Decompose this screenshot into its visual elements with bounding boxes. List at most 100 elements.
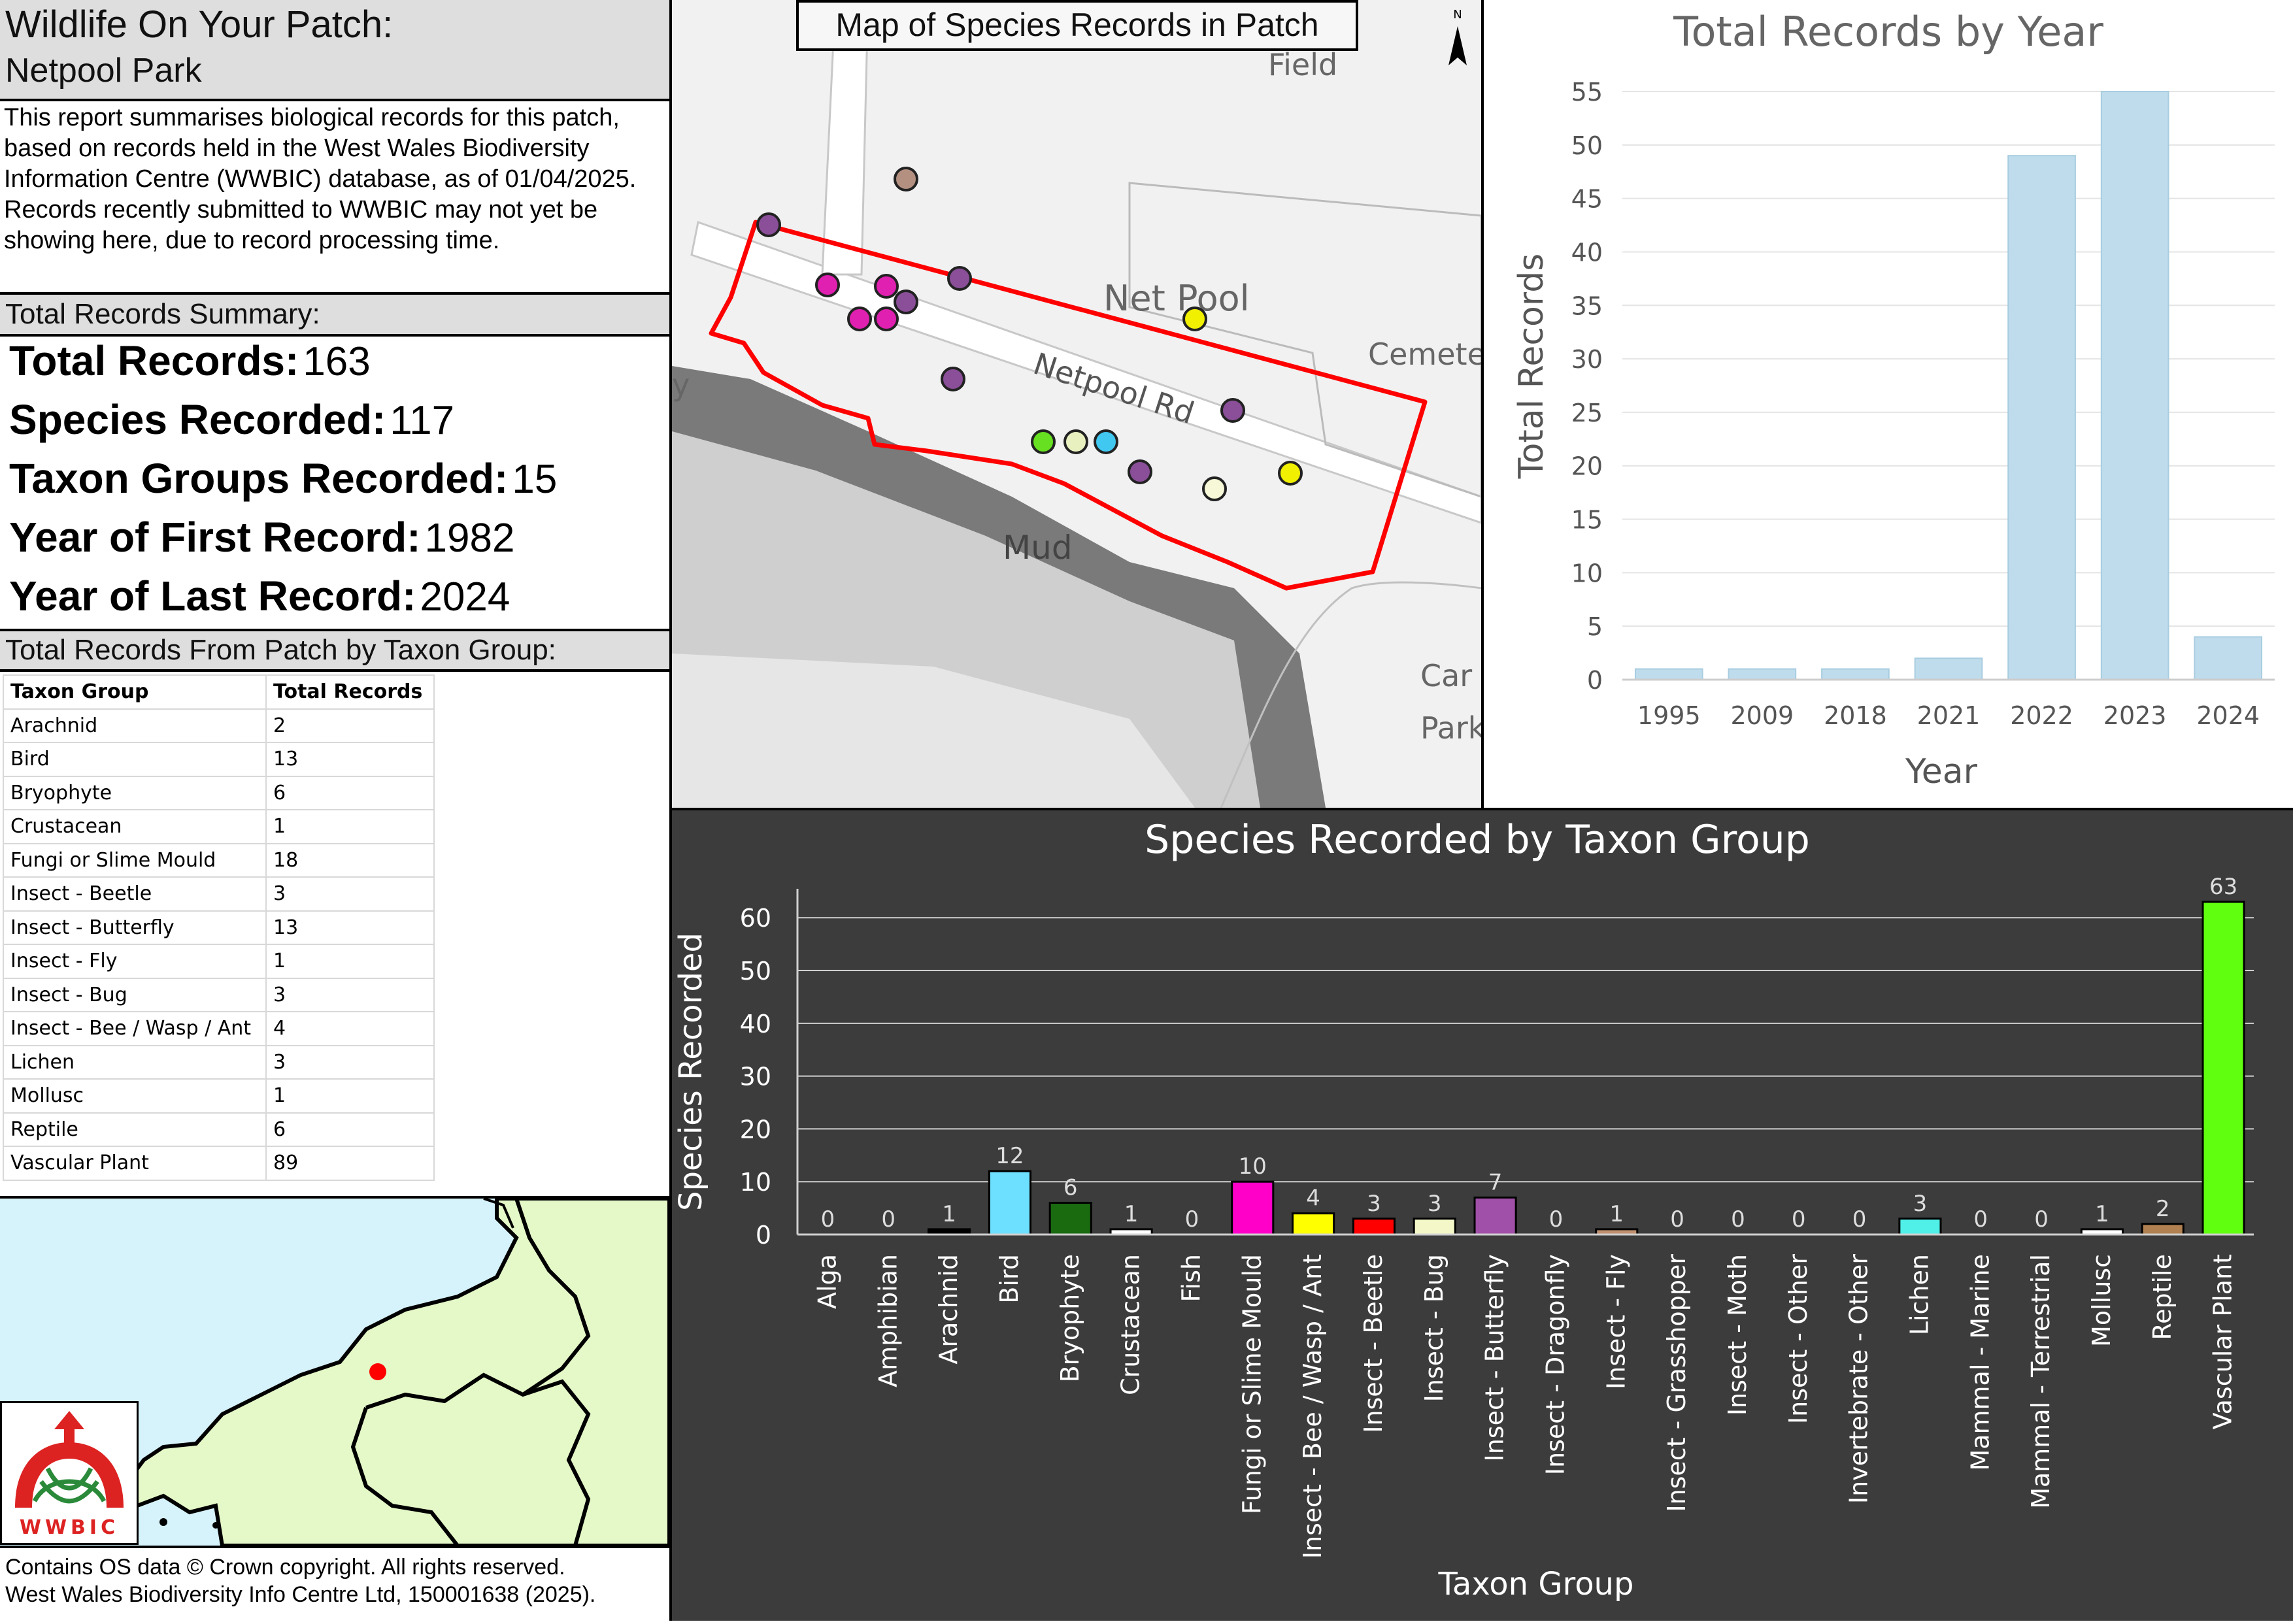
bar-fungi-or-slime-mould: [1231, 1180, 1275, 1236]
inset-island-2: [212, 1522, 219, 1529]
x-tick-label: 2022: [2010, 701, 2073, 730]
bar-bryophyte: [1048, 1202, 1092, 1236]
y-tick-label: 50: [740, 957, 771, 986]
record-point: [1031, 429, 1056, 454]
data-label: 4: [1306, 1185, 1320, 1212]
inset-boundary: [365, 1372, 591, 1546]
y-tick-label: 45: [1571, 185, 1603, 214]
y-tick-label: 0: [1587, 666, 1603, 695]
y-tick-label: 35: [1571, 291, 1603, 320]
x-tick-label: 1995: [1637, 701, 1701, 730]
bar-2021: [1914, 657, 1983, 680]
summary-row-first-year: Year of First Record:1982: [9, 514, 515, 561]
map-label-field: Field: [1268, 47, 1337, 82]
total-records-cell: 6: [265, 1112, 435, 1147]
record-point: [1094, 429, 1118, 454]
inset-island: [159, 1518, 167, 1526]
taxon-group-cell: Insect - Bug: [3, 977, 267, 1012]
record-point: [1278, 461, 1303, 486]
inset-map: WWBIC: [0, 1196, 672, 1546]
total-records-cell: 3: [265, 977, 435, 1012]
report-title-box: Wildlife On Your Patch: Netpool Park: [0, 0, 672, 101]
x-tick-label: Invertebrate - Other: [1845, 1254, 1873, 1504]
map-label-bay: y: [672, 367, 690, 403]
copyright-line-2: West Wales Biodiversity Info Centre Ltd,…: [5, 1582, 596, 1607]
logo-knot-icon: [32, 1467, 107, 1504]
taxon-table: Taxon Group Total Records Arachnid 2 Bird 1…: [3, 674, 435, 1181]
chart-title: Species Recorded by Taxon Group: [1145, 817, 1810, 863]
table-row: Insect - Beetle 3: [3, 876, 435, 912]
map-title: Map of Species Records in Patch: [796, 0, 1358, 51]
y-tick-label: 15: [1571, 506, 1603, 535]
total-records-cell: 1: [265, 1078, 435, 1114]
x-tick-label: Fish: [1177, 1254, 1205, 1302]
data-label: 3: [1428, 1191, 1442, 1217]
y-tick-label: 30: [1571, 345, 1603, 374]
map-label-mud: Mud: [1003, 529, 1073, 567]
x-tick-label: Reptile: [2148, 1254, 2177, 1340]
intro-text: This report summarises biological record…: [0, 101, 672, 292]
total-records-cell: 2: [265, 708, 435, 743]
species-map: Field Net Pool Netpool Rd Cemete Mud Car…: [672, 0, 1484, 810]
inset-land: [122, 1199, 669, 1546]
wwbic-logo: WWBIC: [0, 1401, 139, 1545]
patch-name: Netpool Park: [5, 52, 202, 90]
logo-arch-icon: [15, 1442, 124, 1508]
inset-coast: [483, 1199, 514, 1229]
data-label: 0: [1670, 1206, 1684, 1233]
map-path: [1220, 581, 1481, 808]
record-point: [874, 307, 899, 331]
copyright-line-1: Contains OS data © Crown copyright. All …: [5, 1555, 565, 1580]
record-point: [941, 367, 965, 391]
data-label: 3: [1913, 1191, 1928, 1217]
data-label: 12: [996, 1143, 1024, 1169]
col-header-total-records: Total Records: [265, 674, 435, 710]
data-label: 2: [2156, 1196, 2170, 1222]
total-records-cell: 18: [265, 842, 435, 878]
summary-heading: Total Records Summary:: [0, 292, 672, 337]
taxon-group-cell: Insect - Fly: [3, 944, 267, 979]
data-label: 1: [2095, 1201, 2109, 1227]
record-point: [894, 167, 918, 191]
map-label-park: Park: [1420, 710, 1481, 746]
data-label: 0: [1852, 1206, 1867, 1233]
data-label: 1: [1124, 1201, 1139, 1227]
y-tick-label: 20: [1571, 452, 1603, 481]
total-records-cell: 1: [265, 944, 435, 979]
bar-1995: [1634, 668, 1703, 680]
x-tick-label: Bryophyte: [1056, 1254, 1084, 1382]
data-label: 63: [2209, 874, 2237, 900]
table-row: Insect - Bug 3: [3, 977, 435, 1012]
taxon-table-body: Arachnid 2 Bird 13 Bryophyte 6 Crustacean 1 Fung…: [3, 708, 435, 1181]
x-tick-label: Fungi or Slime Mould: [1237, 1254, 1266, 1514]
taxon-group-cell: Crustacean: [3, 809, 267, 844]
bar-bird: [988, 1170, 1031, 1236]
record-point: [756, 212, 781, 237]
y-axis-label: Species Recorded: [673, 933, 709, 1211]
record-point: [815, 273, 840, 297]
y-tick-label: 40: [740, 1010, 771, 1038]
taxon-group-cell: Insect - Butterfly: [3, 910, 267, 945]
y-tick-label: 40: [1571, 238, 1603, 267]
record-point: [1220, 398, 1245, 423]
bar-2018: [1821, 668, 1890, 680]
data-label: 0: [2034, 1206, 2049, 1233]
total-records-cell: 13: [265, 742, 435, 777]
taxon-group-cell: Vascular Plant: [3, 1146, 267, 1181]
x-tick-label: Lichen: [1905, 1254, 1933, 1335]
map-label-cemetery: Cemete: [1368, 337, 1481, 372]
col-header-taxon-group: Taxon Group: [3, 674, 267, 710]
bar-insect-butterfly: [1473, 1196, 1517, 1236]
data-label: 3: [1367, 1191, 1381, 1217]
summary-row-total-records: Total Records:163: [9, 337, 371, 384]
y-tick-label: 60: [740, 904, 771, 933]
map-label-net-pool: Net Pool: [1103, 278, 1250, 319]
record-point: [1182, 307, 1207, 331]
total-records-cell: 6: [265, 775, 435, 810]
y-tick-label: 55: [1571, 78, 1603, 107]
taxon-group-cell: Lichen: [3, 1044, 267, 1080]
total-records-cell: 3: [265, 1044, 435, 1080]
bar-insect-bee-wasp-ant: [1292, 1212, 1335, 1236]
table-row: Reptile 6: [3, 1112, 435, 1147]
total-records-cell: 13: [265, 910, 435, 945]
